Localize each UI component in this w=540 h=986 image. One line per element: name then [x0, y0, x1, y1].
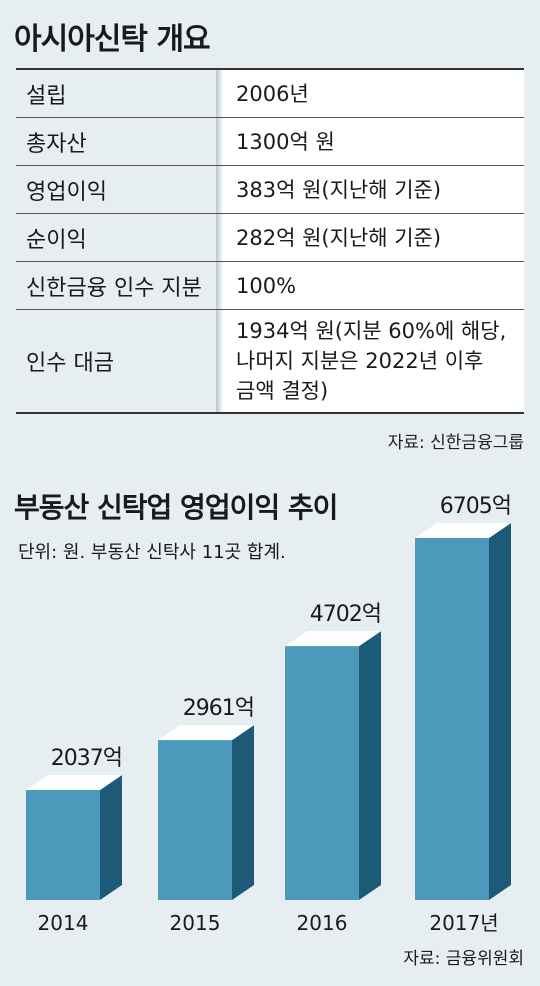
- bar-top: [415, 523, 511, 538]
- table-row: 설립 2006년: [16, 70, 524, 118]
- table-row: 영업이익 383억 원(지난해 기준): [16, 166, 524, 214]
- column-divider: [216, 70, 222, 117]
- chart-subtitle: 단위: 원. 부동산 신탁사 11곳 합계.: [18, 542, 286, 563]
- row-value: 2006년: [222, 70, 524, 117]
- row-value: 100%: [222, 262, 524, 309]
- table-row: 순이익 282억 원(지난해 기준): [16, 214, 524, 262]
- overview-table: 설립 2006년 총자산 1300억 원 영업이익 383억 원(지난해 기준)…: [16, 68, 524, 414]
- category-label: 2016: [297, 911, 348, 935]
- bar-2015: [158, 740, 232, 900]
- table-row: 인수 대금 1934억 원(지분 60%에 해당, 나머지 지분은 2022년 …: [16, 310, 524, 412]
- column-divider: [216, 118, 222, 165]
- table-title: 아시아신탁 개요: [14, 22, 211, 57]
- row-value: 1934억 원(지분 60%에 해당, 나머지 지분은 2022년 이후 금액 …: [222, 310, 524, 412]
- row-label: 총자산: [16, 118, 216, 165]
- row-label: 영업이익: [16, 166, 216, 213]
- bar-top: [26, 775, 122, 791]
- row-label: 신한금융 인수 지분: [16, 262, 216, 309]
- column-divider: [216, 262, 222, 309]
- category-label: 2017년: [429, 911, 498, 935]
- data-label: 6705억: [440, 494, 511, 519]
- bar-2014: [26, 790, 100, 900]
- column-divider: [216, 214, 222, 261]
- bar-2017년: [415, 538, 489, 900]
- row-label: 인수 대금: [16, 310, 216, 412]
- column-divider: [216, 310, 222, 412]
- bar-side: [359, 631, 381, 900]
- row-label: 설립: [16, 70, 216, 117]
- data-label: 2961억: [183, 696, 254, 721]
- row-label: 순이익: [16, 214, 216, 261]
- bar-side: [100, 775, 122, 900]
- row-value: 1300억 원: [222, 118, 524, 165]
- bar-2016: [285, 646, 359, 900]
- bar-side: [489, 523, 511, 900]
- bar-top: [285, 631, 381, 647]
- table-row: 신한금융 인수 지분 100%: [16, 262, 524, 310]
- bar-side: [232, 725, 254, 900]
- bar-top: [158, 725, 254, 741]
- category-label: 2014: [38, 911, 89, 935]
- table-row: 총자산 1300억 원: [16, 118, 524, 166]
- data-label: 4702억: [310, 602, 381, 627]
- category-label: 2015: [170, 911, 221, 935]
- row-value: 383억 원(지난해 기준): [222, 166, 524, 213]
- chart-source: 자료: 금융위원회: [403, 949, 524, 969]
- chart-title: 부동산 신탁업 영업이익 추이: [14, 491, 338, 524]
- data-label: 2037억: [51, 746, 122, 771]
- table-source: 자료: 신한금융그룹: [387, 433, 524, 453]
- row-value: 282억 원(지난해 기준): [222, 214, 524, 261]
- column-divider: [216, 166, 222, 213]
